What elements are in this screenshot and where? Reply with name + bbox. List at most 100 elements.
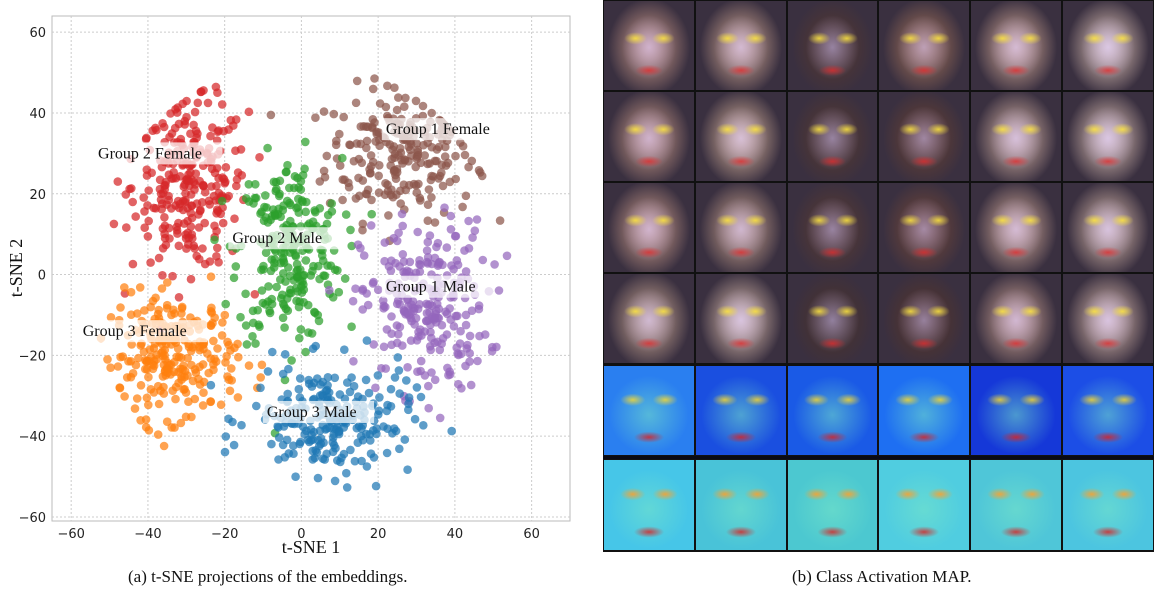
scatter-point — [220, 447, 230, 457]
scatter-point — [211, 196, 220, 205]
scatter-point — [338, 153, 347, 163]
scatter-point — [176, 418, 186, 428]
scatter-point — [373, 371, 383, 380]
scatter-point — [320, 172, 330, 182]
scatter-point — [398, 250, 408, 259]
scatter-point — [367, 123, 377, 133]
scatter-point — [315, 441, 324, 451]
scatter-point — [206, 272, 216, 282]
scatter-point — [226, 346, 235, 355]
scatter-point — [416, 392, 426, 402]
scatter-point — [451, 151, 460, 161]
scatter-point — [495, 216, 505, 225]
scatter-point — [292, 259, 302, 269]
scatter-point — [159, 441, 169, 451]
scatter-point — [323, 261, 332, 270]
scatter-point — [427, 368, 436, 377]
scatter-point — [283, 160, 292, 170]
scatter-point — [398, 221, 408, 231]
scatter-point — [214, 258, 223, 267]
scatter-point — [418, 101, 428, 111]
scatter-point — [187, 201, 196, 210]
face-activation-tile — [879, 92, 969, 181]
scatter-point — [179, 361, 188, 371]
scatter-point — [192, 251, 201, 261]
scatter-point — [149, 388, 159, 397]
scatter-point — [250, 290, 260, 299]
scatter-point — [144, 372, 153, 382]
scatter-point — [357, 456, 366, 466]
scatter-point — [423, 216, 433, 225]
face-activation-tile — [604, 274, 694, 363]
scatter-point — [251, 401, 261, 411]
scatter-point — [233, 339, 242, 349]
scatter-point — [418, 111, 428, 121]
scatter-point — [241, 321, 251, 330]
scatter-point — [224, 125, 233, 134]
heatmap-separator — [603, 456, 1154, 459]
scatter-point — [140, 223, 149, 232]
scatter-point — [426, 175, 436, 185]
scatter-point — [268, 347, 277, 357]
scatter-point — [427, 333, 436, 343]
scatter-point — [373, 285, 383, 295]
scatter-point — [358, 219, 368, 229]
face-activation-tile — [1063, 92, 1153, 181]
scatter-point — [227, 364, 236, 373]
activation-heatmap-tile — [1063, 460, 1153, 550]
scatter-point — [221, 358, 230, 367]
scatter-point — [375, 99, 385, 108]
scatter-point — [371, 383, 380, 393]
scatter-point — [175, 172, 185, 181]
scatter-point — [358, 421, 368, 430]
scatter-point — [132, 394, 142, 403]
scatter-point — [223, 372, 232, 381]
scatter-point — [234, 352, 243, 362]
scatter-point — [218, 218, 228, 228]
scatter-point — [359, 122, 369, 131]
scatter-point — [306, 271, 316, 280]
scatter-point — [446, 211, 456, 221]
scatter-point — [168, 271, 177, 281]
scatter-point — [311, 207, 320, 217]
scatter-point — [351, 284, 360, 294]
x-tick-label: −60 — [57, 527, 84, 542]
scatter-point — [410, 414, 420, 424]
scatter-point — [401, 310, 410, 319]
scatter-point — [274, 455, 283, 464]
activation-heatmap-tile — [879, 460, 969, 550]
scatter-point — [435, 413, 445, 423]
scatter-point — [425, 231, 435, 240]
scatter-point — [313, 473, 323, 483]
scatter-point — [285, 248, 295, 257]
scatter-point — [461, 361, 470, 371]
scatter-point — [437, 160, 447, 170]
scatter-point — [134, 353, 143, 363]
axis-ticks: −60 −40 −20 0 20 40 60 −60 −40 −20 0 20 40 60 — [19, 26, 540, 542]
scatter-point — [394, 93, 403, 102]
scatter-point — [174, 378, 183, 388]
scatter-point — [346, 225, 355, 235]
scatter-point — [371, 481, 381, 491]
scatter-point — [301, 347, 310, 357]
scatter-point — [445, 304, 455, 313]
cluster-label-background — [381, 118, 511, 141]
scatter-point — [136, 416, 145, 425]
scatter-point — [458, 202, 467, 212]
scatter-point — [461, 191, 471, 201]
scatter-point — [343, 378, 352, 387]
scatter-point — [180, 384, 189, 394]
scatter-point — [219, 174, 229, 184]
scatter-point — [182, 244, 191, 253]
scatter-point — [295, 297, 305, 306]
scatter-point — [311, 113, 320, 122]
scatter-point — [295, 439, 305, 449]
scatter-point — [139, 193, 148, 202]
face-activation-tile — [1063, 1, 1153, 90]
scatter-point — [394, 366, 404, 375]
scatter-point — [153, 430, 163, 439]
scatter-point — [359, 251, 369, 260]
scatter-point — [186, 274, 196, 284]
scatter-point — [121, 190, 131, 199]
scatter-point — [394, 329, 403, 339]
